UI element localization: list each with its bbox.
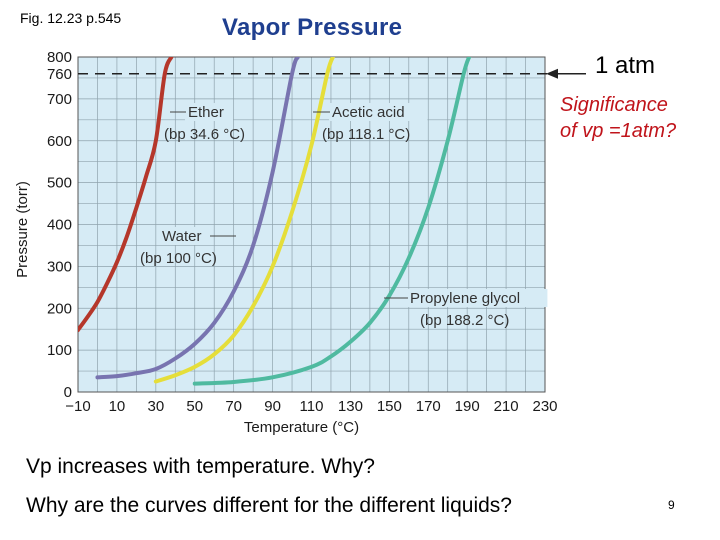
slide-title: Vapor Pressure xyxy=(222,14,403,41)
arrow-head-icon xyxy=(546,68,558,79)
one-atm-label: 1 atm xyxy=(595,52,656,79)
series-bp-label: (bp 34.6 °C) xyxy=(164,126,245,143)
x-tick-label: 90 xyxy=(264,398,281,415)
y-axis-title: Pressure (torr) xyxy=(14,181,31,278)
tick-labels: −10 10 30 50 70 90 110 130 150 170 190 210 230 0 100 20… xyxy=(47,49,558,415)
y-tick-label: 0 xyxy=(64,384,72,401)
reference-line-group xyxy=(78,68,586,79)
x-tick-label: 30 xyxy=(147,398,164,415)
x-tick-label: 210 xyxy=(494,398,519,415)
x-tick-label: 150 xyxy=(377,398,402,415)
series-line-1 xyxy=(95,57,300,380)
question-2: Why are the curves different for the dif… xyxy=(26,494,512,517)
series-name-label: Ether xyxy=(188,104,224,121)
series-bp-label: (bp 118.1 °C) xyxy=(322,126,410,143)
significance-line-2: of vp =1atm? xyxy=(560,120,677,142)
series-bp-label: (bp 100 °C) xyxy=(140,250,217,267)
series-group xyxy=(78,57,472,386)
significance-question: Significance of vp =1atm? xyxy=(560,92,676,144)
page-number: 9 xyxy=(668,498,675,512)
significance-line-1: Significance xyxy=(560,94,668,116)
x-tick-label: 10 xyxy=(109,398,126,415)
series-name-label: Propylene glycol xyxy=(410,290,520,307)
x-tick-label: −10 xyxy=(65,398,90,415)
vapor-pressure-chart: Ether (bp 34.6 °C) Water (bp 100 °C) Acetic … xyxy=(14,49,586,436)
question-1: Vp increases with temperature. Why? xyxy=(26,455,375,478)
series-name-label: Acetic acid xyxy=(332,104,405,121)
y-tick-label: 500 xyxy=(47,175,72,192)
series-line-0 xyxy=(78,57,174,333)
x-axis-title: Temperature (°C) xyxy=(244,419,359,436)
x-tick-label: 130 xyxy=(338,398,363,415)
figure-reference: Fig. 12.23 p.545 xyxy=(20,10,122,26)
label-background xyxy=(159,227,207,245)
x-tick-label: 110 xyxy=(300,398,324,415)
plot-border xyxy=(77,56,546,393)
y-tick-label: 600 xyxy=(47,133,72,150)
y-tick-label: 700 xyxy=(47,91,72,108)
y-tick-label: 760 xyxy=(47,66,72,83)
label-background xyxy=(329,103,428,121)
series-bp-label: (bp 188.2 °C) xyxy=(420,312,509,329)
series-line-3 xyxy=(192,57,472,386)
y-tick-label: 300 xyxy=(47,258,72,275)
y-tick-label: 400 xyxy=(47,217,72,234)
series-labels: Ether (bp 34.6 °C) Water (bp 100 °C) Acetic … xyxy=(140,103,548,329)
y-tick-label: 100 xyxy=(47,342,72,359)
x-tick-label: 70 xyxy=(225,398,242,415)
x-tick-label: 50 xyxy=(186,398,203,415)
y-tick-label: 800 xyxy=(47,49,72,66)
x-tick-label: 190 xyxy=(455,398,480,415)
series-line-2 xyxy=(153,57,335,384)
label-background xyxy=(185,103,233,121)
y-tick-label: 200 xyxy=(47,300,72,317)
x-tick-label: 230 xyxy=(532,398,557,415)
x-tick-label: 170 xyxy=(416,398,441,415)
label-background xyxy=(407,289,548,307)
series-name-label: Water xyxy=(162,228,201,245)
